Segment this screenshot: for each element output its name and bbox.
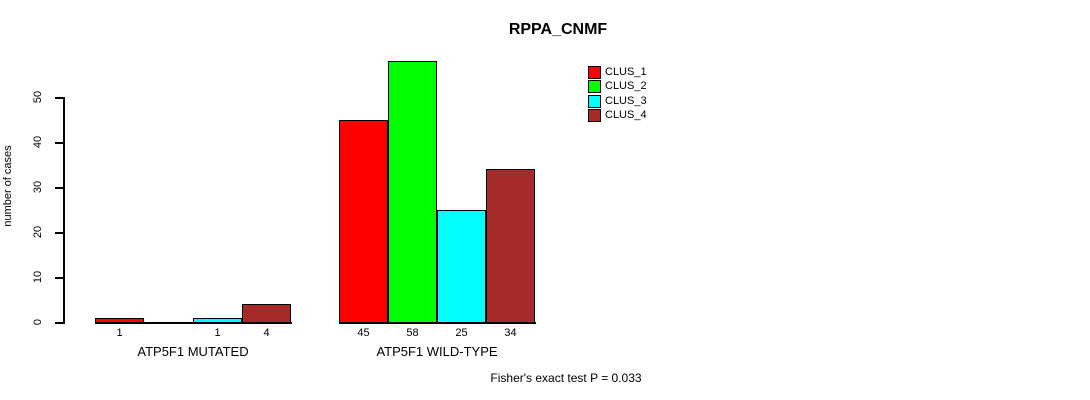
bar-value-label: 58 bbox=[406, 327, 419, 339]
y-tick bbox=[55, 232, 63, 234]
legend-label: CLUS_2 bbox=[605, 80, 647, 93]
chart-title: RPPA_CNMF bbox=[508, 21, 608, 38]
y-tick-label: 10 bbox=[32, 270, 44, 284]
bar-value-label: 1 bbox=[214, 327, 221, 339]
legend-item: CLUS_1 bbox=[588, 66, 647, 79]
bar-value-label: 34 bbox=[504, 327, 517, 339]
bar-value-label: 1 bbox=[116, 327, 123, 339]
legend-item: CLUS_3 bbox=[588, 94, 647, 108]
y-tick-label: 20 bbox=[32, 225, 44, 239]
bar-clus_2 bbox=[388, 61, 437, 323]
y-tick-label: 0 bbox=[32, 318, 44, 326]
legend-swatch bbox=[588, 80, 601, 94]
y-axis-label: number of cases bbox=[2, 145, 14, 227]
legend-swatch bbox=[588, 66, 601, 79]
y-tick-label: 50 bbox=[32, 90, 44, 104]
y-tick bbox=[55, 322, 63, 324]
legend-label: CLUS_1 bbox=[605, 66, 647, 78]
y-tick-label: 30 bbox=[32, 180, 44, 194]
bar-value-label: 45 bbox=[357, 327, 370, 339]
y-tick bbox=[55, 187, 63, 189]
legend-swatch bbox=[588, 94, 601, 108]
bar-clus_1 bbox=[95, 317, 144, 323]
legend-item: CLUS_4 bbox=[588, 109, 647, 123]
y-tick-label: 40 bbox=[32, 135, 44, 149]
bar-clus_3 bbox=[193, 317, 242, 323]
bar-clus_3 bbox=[437, 209, 486, 323]
bar-clus_4 bbox=[242, 304, 291, 323]
bar-clus_1 bbox=[339, 119, 388, 323]
bar-clus_4 bbox=[486, 169, 535, 323]
bar-value-label: 4 bbox=[263, 327, 270, 339]
category-label: ATP5F1 MUTATED bbox=[137, 344, 249, 359]
footnote-fisher-test: Fisher's exact test P = 0.033 bbox=[490, 371, 642, 385]
y-tick bbox=[55, 97, 63, 99]
legend-label: CLUS_4 bbox=[605, 109, 647, 122]
legend-swatch bbox=[588, 109, 601, 123]
legend-item: CLUS_2 bbox=[588, 80, 647, 94]
y-tick bbox=[55, 142, 63, 144]
legend-label: CLUS_3 bbox=[605, 94, 647, 107]
y-tick bbox=[55, 277, 63, 279]
category-label: ATP5F1 WILD-TYPE bbox=[376, 344, 498, 359]
legend: CLUS_1 CLUS_2 CLUS_3 CLUS_4 bbox=[588, 66, 708, 136]
y-axis-line bbox=[63, 97, 65, 324]
bar-value-label: 25 bbox=[455, 327, 468, 339]
